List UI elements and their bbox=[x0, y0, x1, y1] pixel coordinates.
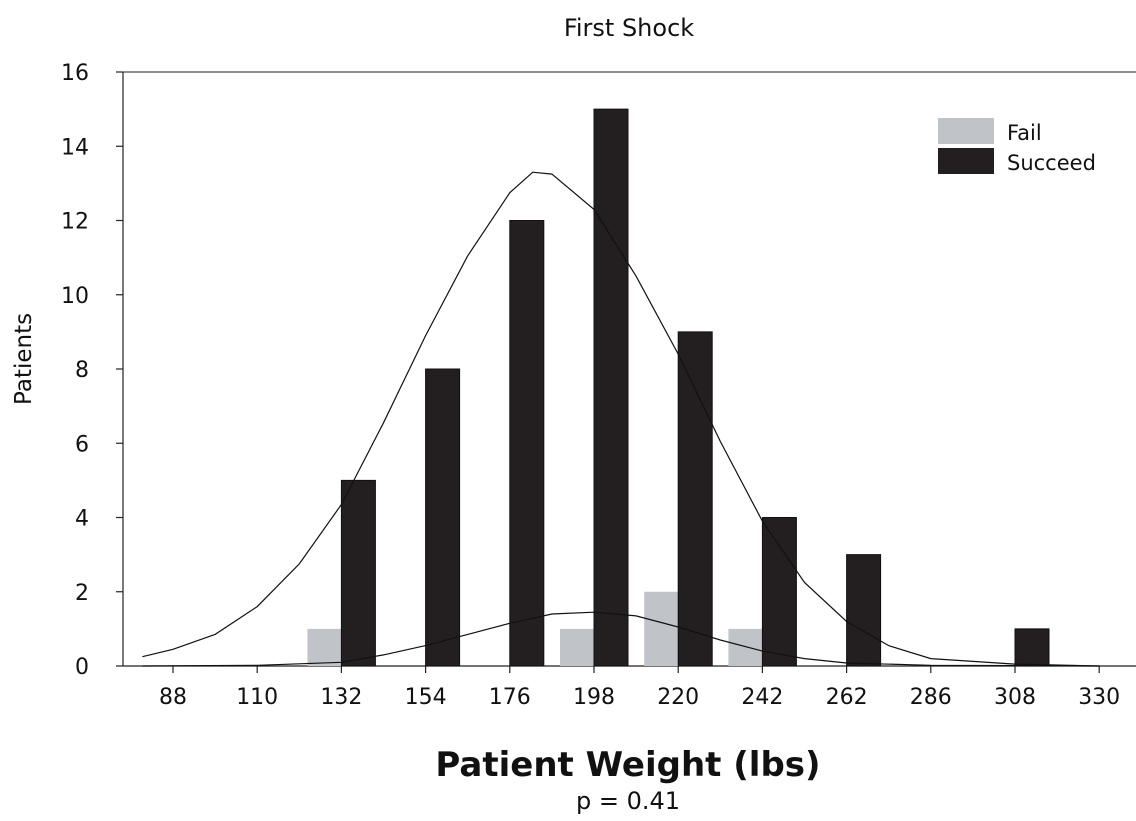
bar-succeed bbox=[677, 331, 713, 667]
x-tick-label: 220 bbox=[657, 685, 699, 710]
bar-fail bbox=[728, 628, 763, 666]
x-tick-label: 88 bbox=[159, 685, 187, 710]
y-tick-label: 12 bbox=[61, 210, 89, 235]
y-tick-label: 10 bbox=[61, 284, 89, 309]
bar-succeed bbox=[593, 108, 629, 667]
legend-label-succeed: Succeed bbox=[1007, 151, 1096, 175]
x-tick-label: 262 bbox=[826, 685, 868, 710]
y-tick-label: 14 bbox=[61, 135, 89, 160]
x-tick-label: 110 bbox=[236, 685, 278, 710]
fit-curve-fail bbox=[142, 611, 1100, 667]
bar-fail bbox=[560, 628, 594, 666]
x-tick-label: 198 bbox=[573, 685, 615, 710]
x-tick-label: 242 bbox=[741, 685, 783, 710]
bar-succeed bbox=[846, 554, 882, 667]
x-tick-label: 132 bbox=[320, 685, 362, 710]
bar-succeed bbox=[761, 517, 797, 667]
y-tick-label: 0 bbox=[75, 655, 89, 680]
y-tick-label: 16 bbox=[61, 61, 89, 86]
bar-succeed bbox=[509, 220, 545, 667]
y-tick-label: 4 bbox=[75, 507, 89, 532]
x-tick-label: 286 bbox=[910, 685, 952, 710]
p-value-annotation: p = 0.41 bbox=[575, 787, 681, 815]
legend-swatch-fail bbox=[938, 118, 994, 144]
legend-label-fail: Fail bbox=[1007, 121, 1042, 145]
x-tick-label: 176 bbox=[489, 685, 531, 710]
bar-succeed bbox=[340, 479, 376, 667]
bar-succeed bbox=[1014, 628, 1050, 667]
fit-curve-succeed bbox=[142, 171, 1100, 667]
legend-swatch-succeed bbox=[938, 148, 994, 174]
x-tick-label: 308 bbox=[994, 685, 1036, 710]
y-tick-label: 6 bbox=[75, 432, 89, 457]
y-tick-label: 8 bbox=[75, 358, 89, 383]
x-tick-label: 330 bbox=[1078, 685, 1120, 710]
bar-fail bbox=[307, 628, 342, 666]
bar-succeed bbox=[425, 368, 461, 667]
x-axis-label: Patient Weight (lbs) bbox=[435, 745, 821, 785]
chart-title: First Shock bbox=[563, 14, 695, 42]
x-tick-label: 154 bbox=[405, 685, 447, 710]
y-tick-label: 2 bbox=[75, 581, 89, 606]
bar-fail bbox=[644, 591, 679, 666]
